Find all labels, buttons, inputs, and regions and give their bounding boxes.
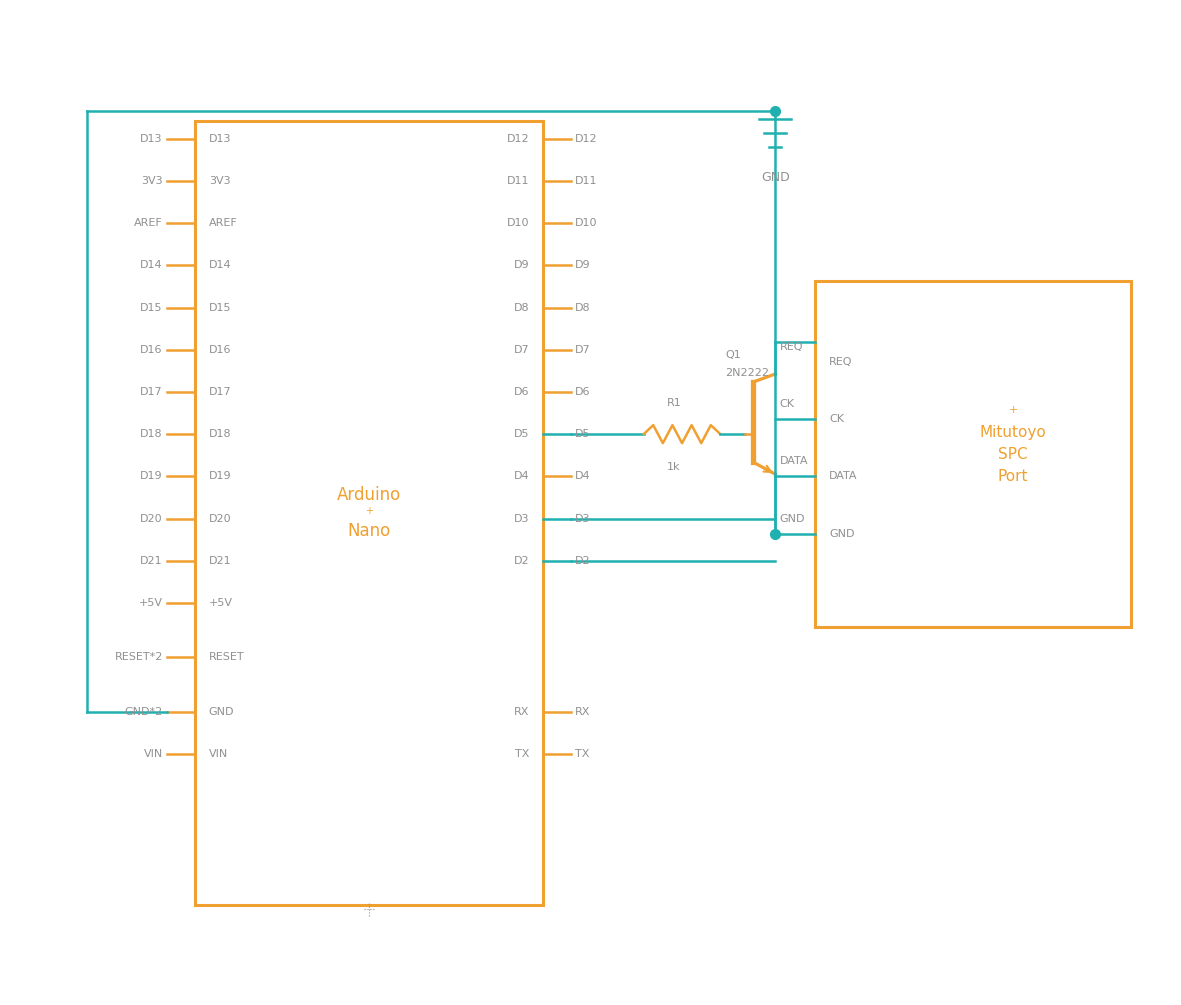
Text: R1: R1 bbox=[666, 398, 681, 408]
Text: D4: D4 bbox=[575, 471, 590, 481]
Text: AREF: AREF bbox=[209, 218, 237, 228]
Text: D5: D5 bbox=[514, 429, 529, 439]
Text: D11: D11 bbox=[575, 176, 598, 186]
Text: D18: D18 bbox=[209, 429, 231, 439]
Text: D16: D16 bbox=[209, 345, 231, 355]
Text: GND: GND bbox=[761, 171, 790, 184]
Text: Nano: Nano bbox=[347, 522, 391, 540]
Text: D16: D16 bbox=[141, 345, 163, 355]
Text: CK: CK bbox=[829, 414, 844, 424]
Text: D2: D2 bbox=[575, 556, 590, 566]
Text: GND*2: GND*2 bbox=[125, 707, 163, 717]
Text: D20: D20 bbox=[141, 514, 163, 524]
Text: D2: D2 bbox=[514, 556, 529, 566]
Text: D15: D15 bbox=[209, 303, 231, 313]
Text: GND: GND bbox=[209, 707, 234, 717]
Bar bbox=[815, 281, 1131, 627]
Text: REQ: REQ bbox=[829, 357, 853, 367]
Text: D8: D8 bbox=[575, 303, 590, 313]
Text: RESET*2: RESET*2 bbox=[115, 652, 163, 662]
Text: D14: D14 bbox=[209, 260, 231, 270]
Text: GND: GND bbox=[779, 514, 805, 524]
Text: D3: D3 bbox=[575, 514, 590, 524]
Text: D19: D19 bbox=[209, 471, 231, 481]
Text: D19: D19 bbox=[141, 471, 163, 481]
Text: 3V3: 3V3 bbox=[209, 176, 230, 186]
Bar bbox=[195, 121, 543, 904]
Text: SPC: SPC bbox=[998, 447, 1027, 461]
Text: CK: CK bbox=[779, 399, 795, 409]
Text: D20: D20 bbox=[209, 514, 231, 524]
Text: D21: D21 bbox=[141, 556, 163, 566]
Text: D15: D15 bbox=[141, 303, 163, 313]
Text: TX: TX bbox=[515, 749, 529, 759]
Text: Port: Port bbox=[998, 468, 1029, 483]
Text: RX: RX bbox=[575, 707, 590, 717]
Text: D21: D21 bbox=[209, 556, 231, 566]
Text: Q1: Q1 bbox=[725, 350, 742, 360]
Text: D13: D13 bbox=[209, 134, 231, 144]
Text: 2N2222: 2N2222 bbox=[725, 368, 770, 378]
Text: VIN: VIN bbox=[209, 749, 228, 759]
Text: D9: D9 bbox=[514, 260, 529, 270]
Text: +5V: +5V bbox=[139, 598, 163, 608]
Text: D10: D10 bbox=[575, 218, 598, 228]
Text: Arduino: Arduino bbox=[337, 485, 402, 504]
Text: D14: D14 bbox=[141, 260, 163, 270]
Text: D5: D5 bbox=[575, 429, 590, 439]
Text: D10: D10 bbox=[507, 218, 529, 228]
Text: D12: D12 bbox=[575, 134, 598, 144]
Text: 3V3: 3V3 bbox=[142, 176, 163, 186]
Text: DATA: DATA bbox=[829, 471, 857, 481]
Text: D7: D7 bbox=[514, 345, 529, 355]
Text: DATA: DATA bbox=[779, 456, 808, 466]
Text: D13: D13 bbox=[141, 134, 163, 144]
Text: REQ: REQ bbox=[779, 342, 803, 352]
Text: D6: D6 bbox=[575, 387, 590, 397]
Text: 1k: 1k bbox=[667, 462, 680, 472]
Text: D8: D8 bbox=[514, 303, 529, 313]
Text: D9: D9 bbox=[575, 260, 590, 270]
Text: D11: D11 bbox=[507, 176, 529, 186]
Text: VIN: VIN bbox=[144, 749, 163, 759]
Text: Mitutoyo: Mitutoyo bbox=[980, 425, 1046, 440]
Text: GND: GND bbox=[829, 529, 854, 539]
Text: D4: D4 bbox=[514, 471, 529, 481]
Text: RX: RX bbox=[514, 707, 529, 717]
Text: +5V: +5V bbox=[209, 598, 233, 608]
Text: AREF: AREF bbox=[135, 218, 163, 228]
Text: D3: D3 bbox=[514, 514, 529, 524]
Text: RESET: RESET bbox=[209, 652, 244, 662]
Text: D18: D18 bbox=[141, 429, 163, 439]
Text: D17: D17 bbox=[141, 387, 163, 397]
Text: TX: TX bbox=[575, 749, 589, 759]
Text: D6: D6 bbox=[514, 387, 529, 397]
Text: +: + bbox=[1009, 405, 1018, 415]
Text: +: + bbox=[365, 506, 373, 516]
Text: D17: D17 bbox=[209, 387, 231, 397]
Text: D7: D7 bbox=[575, 345, 590, 355]
Text: D12: D12 bbox=[507, 134, 529, 144]
